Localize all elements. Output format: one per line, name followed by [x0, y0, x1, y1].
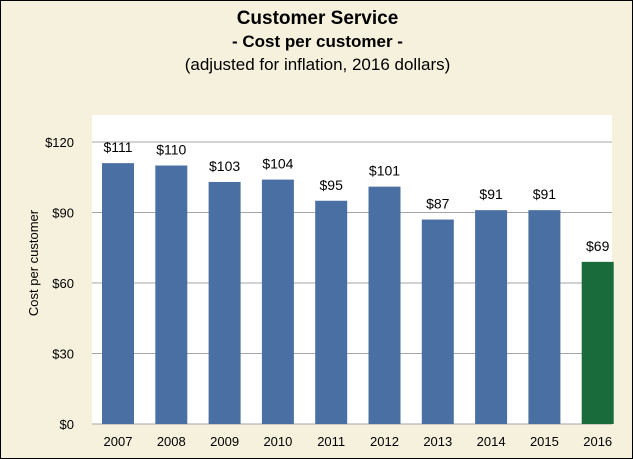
bar-2013 — [421, 219, 454, 424]
bar-2007 — [102, 163, 134, 424]
bar-2011 — [315, 200, 348, 424]
bar-2009 — [208, 181, 241, 424]
x-axis-ticks: 2007 2008 2009 2010 2011 2012 2013 2014 2015 2016 — [104, 434, 613, 449]
data-label-2011: $95 — [320, 177, 344, 193]
y-tick-label: $30 — [52, 347, 74, 362]
bar-2015 — [528, 210, 561, 424]
x-tick-label: 2009 — [210, 434, 239, 449]
bar-2008 — [155, 165, 188, 424]
y-tick-label: $120 — [45, 135, 74, 150]
data-label-2008: $110 — [156, 142, 186, 158]
chart-note: (adjusted for inflation, 2016 dollars) — [184, 55, 451, 74]
bars — [102, 163, 614, 424]
x-tick-label: 2008 — [157, 434, 186, 449]
x-tick-label: 2011 — [317, 434, 345, 449]
data-label-2010: $104 — [262, 156, 293, 172]
x-tick-label: 2015 — [530, 434, 559, 449]
data-label-2015: $91 — [533, 186, 557, 202]
chart-title: Customer Service — [236, 8, 399, 29]
x-tick-label: 2016 — [583, 434, 612, 449]
x-tick-label: 2014 — [477, 434, 506, 449]
bar-2016 — [581, 261, 614, 424]
x-tick-label: 2007 — [104, 434, 133, 449]
x-tick-label: 2012 — [370, 434, 399, 449]
bar-2014 — [475, 210, 508, 424]
data-label-2013: $87 — [426, 196, 450, 212]
bar-2012 — [368, 186, 401, 424]
data-labels: $111 $110 $103 $104 $95 $101 $87 $91 $91 $69 — [103, 139, 609, 254]
y-axis-ticks: $0 $30 $60 $90 $120 — [45, 135, 74, 432]
data-label-2016: $69 — [586, 238, 610, 254]
y-tick-label: $60 — [52, 276, 74, 291]
data-label-2014: $91 — [479, 186, 503, 202]
x-tick-label: 2013 — [423, 434, 452, 449]
data-label-2012: $101 — [369, 163, 400, 179]
y-axis-title: Cost per customer — [26, 209, 41, 316]
chart-subtitle: - Cost per customer - — [232, 32, 403, 51]
y-tick-label: $90 — [52, 206, 74, 221]
y-tick-label: $0 — [60, 417, 74, 432]
x-tick-label: 2010 — [263, 434, 292, 449]
data-label-2007: $111 — [103, 139, 132, 155]
data-label-2009: $103 — [209, 158, 240, 174]
bar-2010 — [261, 179, 294, 424]
